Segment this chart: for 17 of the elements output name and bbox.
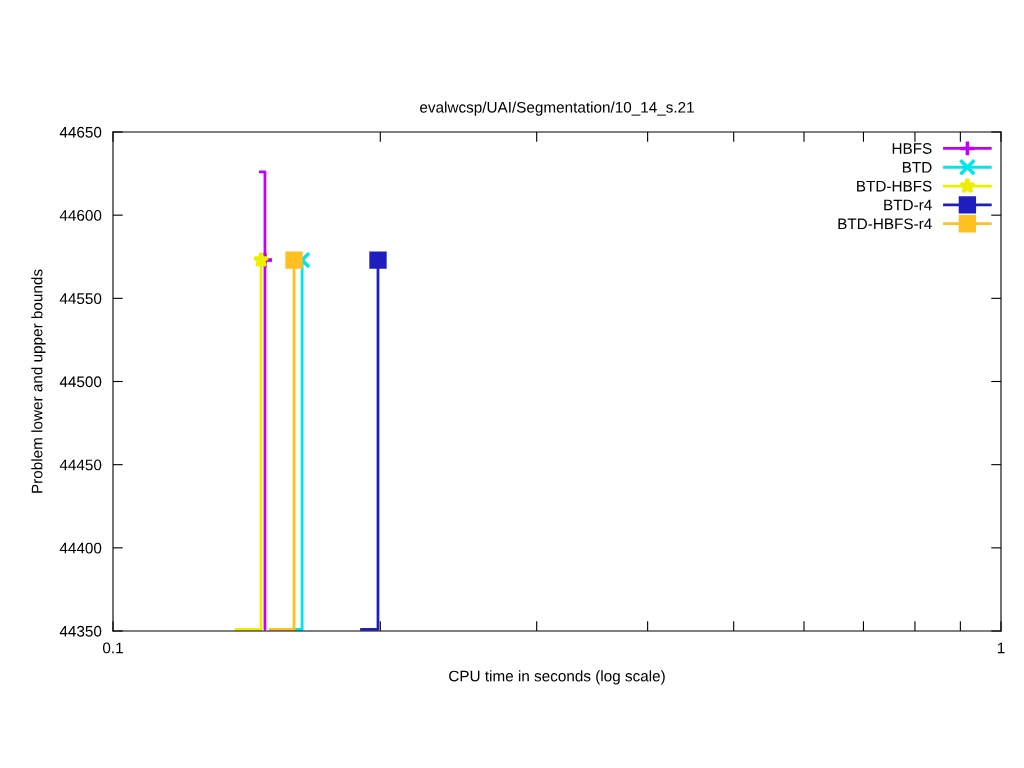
legend-label: BTD xyxy=(902,162,932,173)
x-tick-label: 1 xyxy=(997,642,1005,654)
legend-label: HBFS xyxy=(892,143,932,154)
y-tick-label: 44500 xyxy=(59,376,102,388)
x-axis-title: CPU time in seconds (log scale) xyxy=(449,670,665,685)
y-axis-title: Problem lower and upper bounds xyxy=(31,269,46,493)
chart-title: evalwcsp/UAI/Segmentation/10_14_s.21 xyxy=(420,101,694,116)
legend-label: BTD-HBFS-r4 xyxy=(838,218,932,230)
y-tick-label: 44650 xyxy=(59,126,102,138)
y-tick-label: 44400 xyxy=(59,542,102,554)
x-tick-label: 0.1 xyxy=(102,642,123,654)
legend-label: BTD-r4 xyxy=(884,199,932,211)
y-tick-label: 44550 xyxy=(59,293,102,305)
y-tick-label: 44450 xyxy=(59,459,102,471)
y-tick-label: 44600 xyxy=(59,210,102,221)
legend-label: BTD-HBFS xyxy=(857,180,932,192)
y-tick-label: 44350 xyxy=(59,625,102,637)
